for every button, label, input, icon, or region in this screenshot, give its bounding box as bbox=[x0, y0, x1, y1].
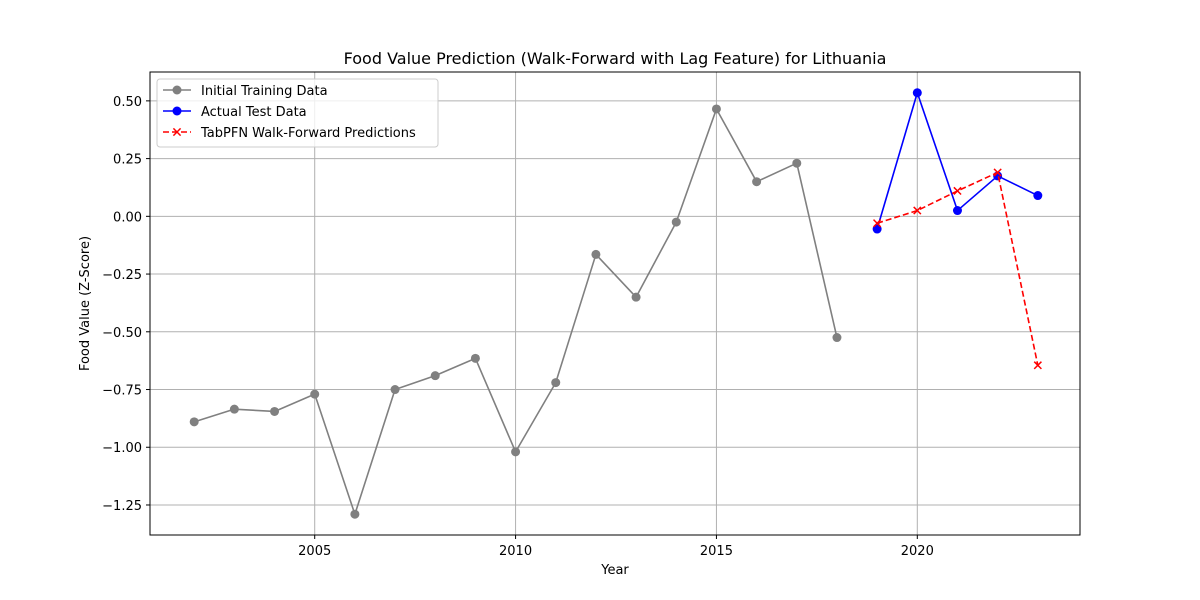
legend-item: Actual Test Data bbox=[163, 105, 307, 120]
data-point bbox=[229, 404, 239, 414]
series-line bbox=[876, 171, 1039, 366]
series-tabpfn-walk-forward-predictions bbox=[872, 168, 1042, 370]
y-axis-ticks: −1.25 −1.00 −0.75 −0.50 −0.25 0.00 0.25 0.50 bbox=[102, 95, 150, 514]
data-point bbox=[551, 378, 561, 388]
data-point bbox=[189, 417, 199, 427]
data-point bbox=[711, 104, 721, 114]
legend-marker bbox=[172, 127, 182, 137]
x-tick-label: 2020 bbox=[901, 544, 934, 559]
legend-marker bbox=[172, 85, 182, 95]
series-actual-test-data bbox=[872, 88, 1043, 234]
legend-label: Initial Training Data bbox=[201, 84, 328, 99]
x-tick-label: 2015 bbox=[700, 544, 733, 559]
data-point bbox=[872, 224, 882, 234]
y-tick-label: −0.75 bbox=[102, 384, 142, 399]
legend-item: TabPFN Walk-Forward Predictions bbox=[163, 126, 416, 141]
y-axis-label: Food Value (Z-Score) bbox=[78, 236, 93, 371]
chart-title: Food Value Prediction (Walk-Forward with… bbox=[344, 49, 887, 68]
y-tick-label: −1.25 bbox=[102, 499, 142, 514]
data-point bbox=[993, 168, 1002, 177]
data-point bbox=[591, 249, 601, 259]
y-tick-label: −1.00 bbox=[102, 441, 142, 456]
plot-series bbox=[189, 88, 1043, 519]
data-point bbox=[952, 206, 962, 216]
legend-box bbox=[156, 78, 439, 148]
data-point bbox=[430, 371, 440, 381]
data-point bbox=[752, 177, 762, 187]
legend-label: Actual Test Data bbox=[201, 105, 307, 120]
data-point bbox=[310, 389, 320, 399]
data-point bbox=[671, 217, 681, 227]
data-point bbox=[631, 292, 641, 302]
data-point bbox=[511, 447, 521, 457]
y-tick-label: 0.50 bbox=[113, 95, 142, 110]
y-tick-label: −0.25 bbox=[102, 268, 142, 283]
data-point bbox=[1033, 361, 1042, 370]
x-tick-label: 2010 bbox=[499, 544, 532, 559]
data-point bbox=[792, 158, 802, 168]
legend: Initial Training Data Actual Test Data Tab… bbox=[156, 78, 439, 148]
data-point bbox=[913, 206, 922, 215]
series-initial-training-data bbox=[189, 104, 842, 519]
data-point bbox=[350, 509, 360, 519]
x-tick-label: 2005 bbox=[298, 544, 331, 559]
y-tick-label: 0.25 bbox=[113, 153, 142, 168]
data-point bbox=[270, 406, 280, 416]
data-point bbox=[832, 333, 842, 343]
data-point bbox=[390, 385, 400, 395]
data-point bbox=[470, 353, 480, 363]
data-point bbox=[912, 88, 922, 98]
data-point bbox=[872, 219, 882, 228]
plot-frame bbox=[149, 71, 1081, 536]
legend-item: Initial Training Data bbox=[163, 84, 328, 99]
x-axis-label: Year bbox=[600, 563, 629, 578]
y-tick-label: 0.00 bbox=[113, 210, 142, 225]
legend-label: TabPFN Walk-Forward Predictions bbox=[200, 126, 416, 141]
legend-marker bbox=[172, 106, 182, 116]
data-point bbox=[953, 186, 962, 196]
y-tick-label: −0.50 bbox=[102, 326, 142, 341]
x-axis-ticks: 2005 2010 2015 2020 bbox=[298, 535, 934, 559]
data-point bbox=[1033, 191, 1043, 201]
